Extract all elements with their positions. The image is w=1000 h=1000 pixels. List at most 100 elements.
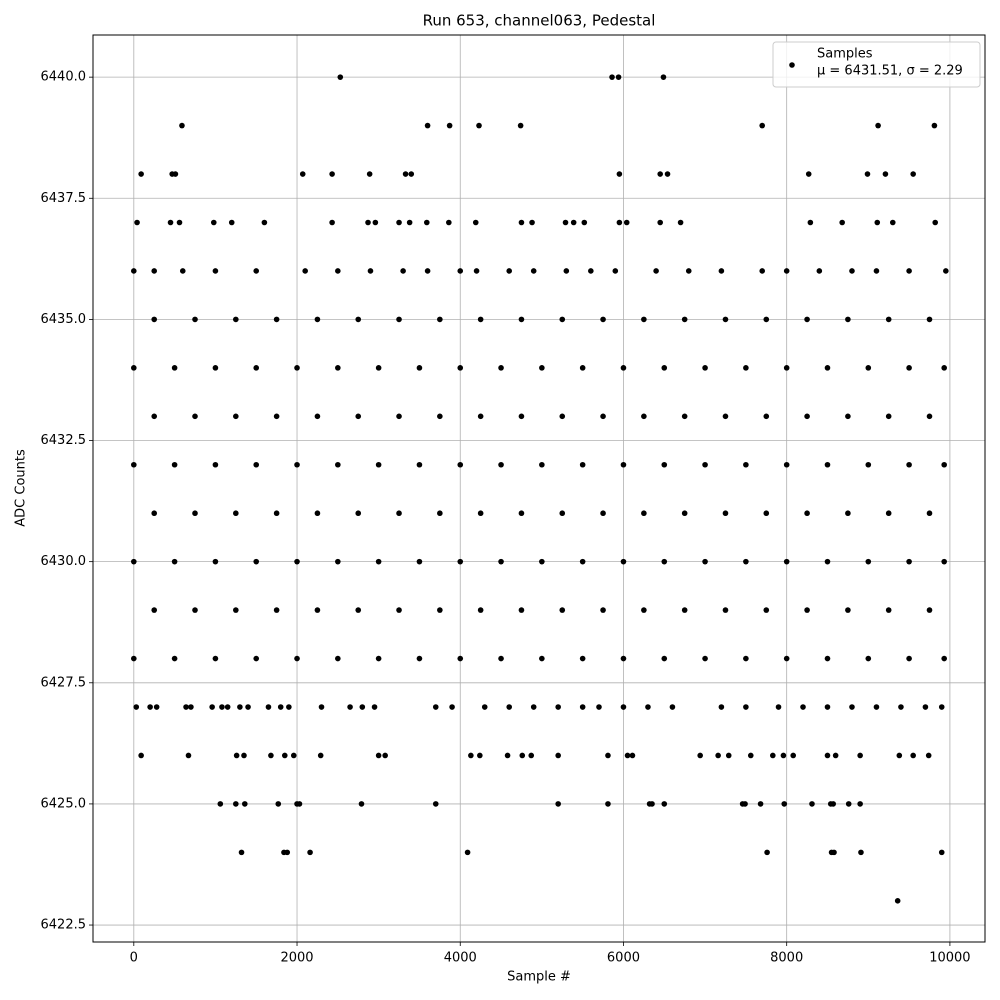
y-tick-label: 6427.5: [41, 675, 87, 690]
data-point: [241, 801, 248, 807]
data-point: [896, 752, 903, 759]
data-point: [176, 219, 183, 226]
legend-note: μ = 6431.51, σ = 2.29: [817, 64, 963, 79]
data-point: [131, 268, 137, 274]
data-point: [408, 171, 415, 177]
data-point: [365, 219, 371, 226]
data-point: [253, 558, 260, 565]
data-point: [506, 268, 513, 274]
plot-frame: [92, 34, 986, 943]
data-point: [845, 413, 851, 420]
data-point: [273, 510, 280, 517]
data-point: [865, 558, 872, 565]
data-point: [498, 558, 504, 565]
y-tick-label: 6430.0: [41, 554, 87, 569]
data-point: [677, 219, 684, 226]
data-point: [273, 413, 280, 420]
data-point: [612, 268, 619, 274]
data-point: [757, 801, 764, 807]
data-point: [335, 268, 341, 274]
data-point: [620, 365, 627, 371]
data-point: [661, 365, 668, 371]
data-point: [624, 752, 631, 759]
data-point: [233, 316, 239, 323]
data-point: [931, 122, 938, 129]
data-point: [151, 607, 158, 613]
data-point: [416, 655, 423, 662]
data-point: [171, 655, 178, 662]
data-point: [702, 655, 708, 662]
data-point: [375, 655, 382, 662]
data-point: [219, 704, 225, 710]
data-point: [498, 655, 504, 662]
data-point: [943, 268, 949, 274]
data-point: [212, 655, 219, 662]
data-point: [355, 510, 362, 517]
data-point: [849, 268, 855, 274]
data-point: [253, 655, 260, 662]
data-point: [185, 752, 192, 759]
data-point: [600, 607, 606, 613]
data-point: [941, 655, 947, 662]
data-point: [131, 365, 137, 371]
data-point: [804, 607, 810, 613]
data-point: [138, 171, 144, 177]
data-point: [294, 461, 300, 468]
data-point: [233, 752, 240, 759]
data-point: [697, 752, 703, 759]
data-point: [449, 704, 455, 710]
data-point: [504, 752, 511, 759]
data-point: [910, 171, 916, 177]
data-point: [885, 607, 892, 613]
data-point: [715, 752, 721, 759]
data-point: [641, 510, 647, 517]
data-point: [151, 268, 158, 274]
data-point: [938, 849, 945, 856]
data-point: [294, 558, 300, 565]
data-point: [832, 752, 839, 759]
data-point: [477, 607, 484, 613]
data-point: [661, 461, 668, 468]
data-point: [894, 898, 901, 904]
data-point: [464, 849, 471, 856]
data-point: [302, 268, 308, 274]
data-point: [938, 704, 945, 710]
data-point: [337, 74, 344, 80]
data-point: [171, 461, 178, 468]
data-point: [171, 558, 178, 565]
data-point: [763, 510, 770, 517]
data-point: [518, 510, 525, 517]
data-point: [457, 558, 464, 565]
data-point: [238, 849, 245, 856]
data-point: [759, 268, 766, 274]
data-point: [296, 801, 303, 807]
data-point: [804, 316, 810, 323]
data-point: [747, 752, 754, 759]
data-point: [299, 171, 306, 177]
data-point: [653, 268, 659, 274]
data-point: [620, 558, 627, 565]
data-point: [804, 413, 810, 420]
data-point: [804, 510, 810, 517]
data-point: [171, 365, 178, 371]
data-point: [845, 801, 852, 807]
data-point: [722, 413, 729, 420]
data-point: [539, 365, 545, 371]
data-point: [151, 413, 158, 420]
data-point: [873, 268, 880, 274]
data-point: [396, 316, 402, 323]
data-point: [396, 607, 402, 613]
data-point: [722, 607, 729, 613]
chart-title: Run 653, channel063, Pedestal: [423, 12, 656, 30]
data-point: [518, 607, 525, 613]
data-point: [816, 268, 823, 274]
data-point: [620, 704, 627, 710]
data-point: [518, 413, 525, 420]
y-tick-label: 6435.0: [41, 312, 87, 327]
data-point: [228, 219, 235, 226]
data-point: [555, 752, 561, 759]
data-point: [681, 413, 688, 420]
data-point: [925, 752, 932, 759]
data-point: [722, 510, 729, 517]
data-point: [477, 510, 484, 517]
